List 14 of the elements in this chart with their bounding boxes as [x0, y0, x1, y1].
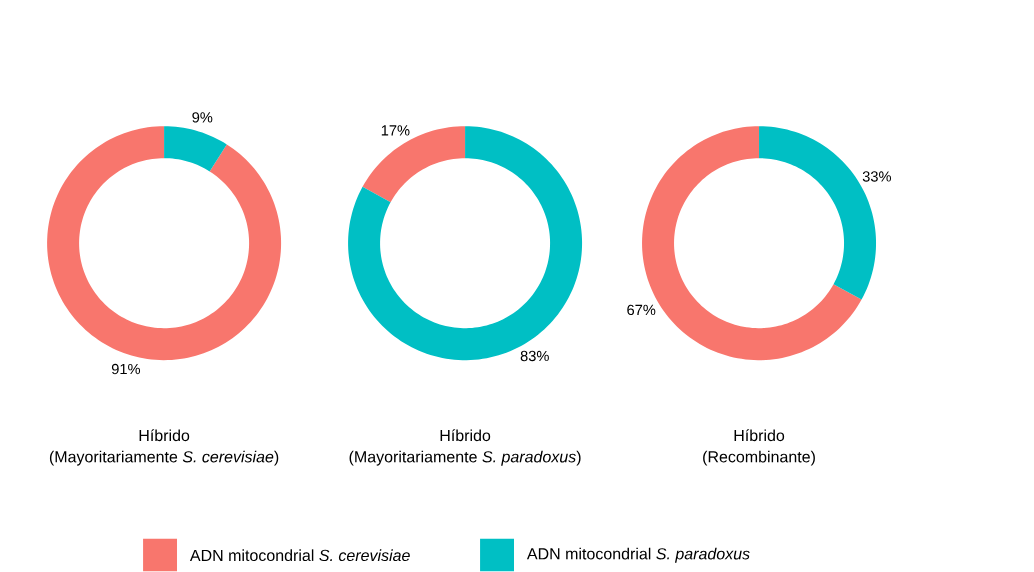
text: Híbrido [139, 429, 190, 442]
text: (Mayoritariamente S. paradoxus) [349, 450, 581, 466]
data-label: 83% [520, 351, 549, 362]
data-label: 17% [381, 125, 410, 136]
text: Híbrido [440, 429, 491, 442]
legend-label: ADN mitocondrial S. paradoxus [526, 547, 750, 563]
text: (Mayoritariamente S. cerevisiae) [49, 450, 279, 466]
data-label: 9% [192, 112, 213, 123]
legend-label: ADN mitocondrial S. cerevisiae [189, 549, 410, 562]
text: (Recombinante) [703, 450, 815, 466]
data-label: 67% [627, 304, 656, 316]
data-label: 91% [111, 364, 141, 375]
data-label: 33% [862, 171, 892, 182]
text: Híbrido [734, 429, 785, 442]
